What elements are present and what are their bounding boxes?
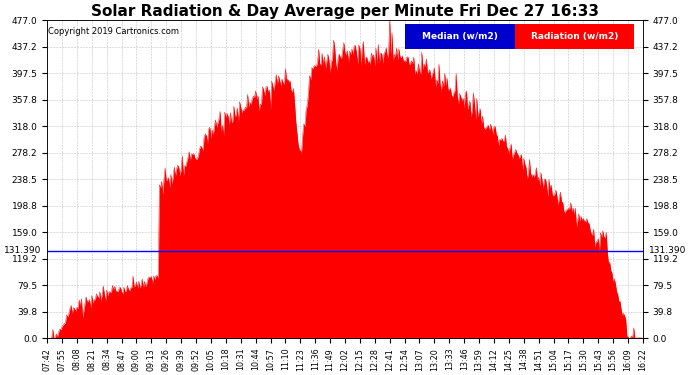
FancyBboxPatch shape <box>515 24 634 49</box>
Text: 131.390: 131.390 <box>649 246 686 255</box>
Text: Radiation (w/m2): Radiation (w/m2) <box>531 32 618 41</box>
Title: Solar Radiation & Day Average per Minute Fri Dec 27 16:33: Solar Radiation & Day Average per Minute… <box>91 4 599 19</box>
Text: 131.390: 131.390 <box>4 246 41 255</box>
Text: Copyright 2019 Cartronics.com: Copyright 2019 Cartronics.com <box>48 27 179 36</box>
Text: Median (w/m2): Median (w/m2) <box>422 32 497 41</box>
FancyBboxPatch shape <box>404 24 515 49</box>
